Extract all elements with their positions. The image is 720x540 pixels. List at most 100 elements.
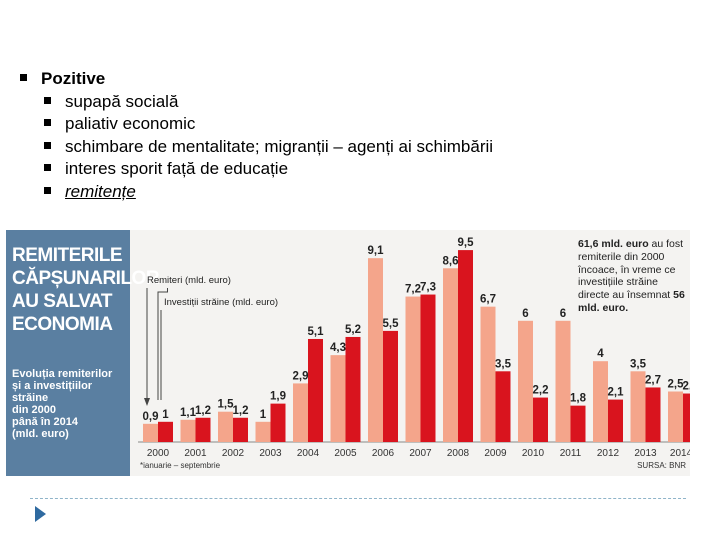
category-label: 2003: [259, 448, 282, 459]
bullet-item: supapă socială: [20, 91, 493, 114]
value-label-remittances: 5,1: [308, 326, 325, 338]
value-label-fdi: 6: [560, 308, 566, 320]
bar-fdi: [180, 419, 196, 442]
bar-remittances: [158, 421, 173, 442]
bullet-item: interes sporit față de educație: [20, 158, 493, 181]
bullet-item: paliativ economic: [20, 113, 493, 136]
category-label: 2013: [634, 448, 657, 459]
bar-fdi: [405, 296, 421, 442]
value-label-remittances: 9,5: [458, 237, 475, 249]
infographic-subtitle: Evoluția remiterilor și a investițiilor …: [12, 368, 128, 440]
note-bold-2: 56 mld. euro.: [578, 289, 685, 314]
bullet-list: Pozitive supapă socială paliativ economi…: [20, 68, 493, 203]
bar-remittances: [420, 294, 436, 442]
bar-fdi: [668, 391, 683, 442]
bar-fdi: [555, 320, 571, 442]
value-label-fdi: 2,9: [293, 370, 309, 382]
bar-fdi: [330, 355, 346, 442]
subtitle-line: (mld. euro): [12, 428, 69, 440]
title-line: AU SALVAT: [12, 291, 113, 312]
bar-remittances: [533, 397, 548, 442]
subtitle-line: până în 2014: [12, 416, 79, 428]
value-label-fdi: 8,6: [443, 255, 459, 267]
bar-remittances: [570, 405, 586, 442]
infographic-sidebar: REMITERILE CĂPȘUNARILOR AU SALVAT ECONOM…: [6, 230, 160, 476]
value-label-fdi: 4,3: [330, 342, 346, 354]
note-text: au fost remiterile din 2000 încoace, în …: [578, 238, 684, 302]
legend-callouts: Remiteri (mld. euro) Investiții străine (…: [144, 275, 278, 406]
value-labels-group: 0,9 1 1,1 1,21,51,2 11,92,95,14,35,29,15,57,…: [143, 237, 691, 423]
square-bullet-icon: [44, 96, 51, 104]
value-label-remittances: 1,2: [195, 405, 211, 417]
category-label: 2012: [597, 448, 620, 459]
title-line: CĂPȘUNARILOR: [12, 268, 160, 289]
bar-remittances: [345, 336, 361, 442]
bar-fdi: [368, 258, 383, 442]
summary-note: 61,6 mld. euro au fost remiterile din 20…: [578, 238, 690, 315]
bar-remittances: [495, 371, 511, 442]
legend-fdi-label: Investiții străine (mld. euro): [164, 297, 278, 308]
bar-remittances: [383, 330, 398, 442]
footnote: *ianuarie – septembrie: [140, 461, 221, 470]
value-label-remittances: 5,2: [345, 324, 361, 336]
bar-fdi: [443, 268, 458, 442]
bullet-item-text: interes sporit față de educație: [65, 159, 289, 178]
bar-fdi: [518, 320, 533, 442]
category-labels-group: 2000 2001 2002 2003 2004 2005 2006 2007 2008 2009…: [147, 448, 690, 459]
bullet-heading-text: Pozitive: [41, 69, 106, 88]
bar-remittances: [270, 403, 286, 442]
value-label-fdi: 7,2: [405, 284, 421, 296]
value-label-fdi: 6,7: [480, 294, 496, 306]
value-label-fdi: 3,5: [630, 358, 647, 370]
category-label: 2002: [222, 448, 245, 459]
note-bold: 61,6 mld. euro: [578, 238, 649, 250]
value-label-fdi: 0,9: [143, 411, 159, 423]
value-label-fdi: 2,5: [668, 379, 685, 391]
value-label-fdi: 1: [260, 409, 267, 421]
square-bullet-icon: [44, 164, 51, 171]
value-label-remittances: 2,2: [533, 385, 549, 397]
bar-fdi: [480, 306, 496, 442]
remittances-infographic: REMITERILE CĂPȘUNARILOR AU SALVAT ECONOM…: [6, 230, 690, 476]
category-label: 2009: [484, 448, 507, 459]
square-bullet-icon: [20, 74, 27, 81]
value-label-remittances: 5,5: [383, 318, 400, 330]
category-label: 2010: [522, 448, 545, 459]
category-label: 2011: [560, 448, 582, 459]
category-label: 2014*: [670, 448, 690, 459]
category-label: 2008: [447, 448, 470, 459]
slide-divider: [30, 498, 686, 499]
value-label-remittances: 7,3: [420, 282, 436, 294]
bullet-item-link-text[interactable]: remitențe: [65, 181, 136, 201]
value-label-remittances: 2,1: [608, 387, 625, 399]
play-arrow-icon[interactable]: [35, 506, 46, 522]
bar-fdi: [218, 411, 233, 442]
bar-fdi: [255, 421, 271, 442]
square-bullet-icon: [44, 141, 51, 149]
value-label-fdi: 4: [597, 348, 604, 360]
bar-fdi: [630, 371, 646, 442]
bar-remittances: [683, 393, 690, 442]
bar-remittances: [458, 250, 473, 442]
category-label: 2000: [147, 448, 170, 459]
category-label: 2004: [297, 448, 320, 459]
value-label-remittances: 3,5: [495, 358, 512, 370]
bar-remittances: [233, 417, 248, 442]
bars-group: [138, 250, 690, 443]
legend-remittances-label: Remiteri (mld. euro): [147, 275, 231, 286]
value-label-fdi: 6: [522, 308, 528, 320]
value-label-remittances: 1,9: [270, 391, 286, 403]
category-label: 2001: [184, 448, 207, 459]
title-line: REMITERILE: [12, 245, 123, 266]
bar-chart: 0,9 1 1,1 1,21,51,2 11,92,95,14,35,29,15,57,…: [138, 237, 691, 470]
subtitle-line: și a investițiilor străine: [12, 380, 93, 404]
bar-remittances: [645, 387, 661, 442]
subtitle-line: Evoluția remiterilor: [12, 368, 113, 380]
bar-remittances: [195, 417, 211, 442]
bullet-item-text: supapă socială: [65, 91, 179, 111]
callout-line-remittances: [157, 288, 168, 400]
bar-fdi: [293, 383, 308, 442]
title-line: ECONOMIA: [12, 314, 113, 335]
value-label-fdi: 1,5: [218, 399, 235, 411]
source-label: SURSA: BNR: [637, 461, 686, 470]
